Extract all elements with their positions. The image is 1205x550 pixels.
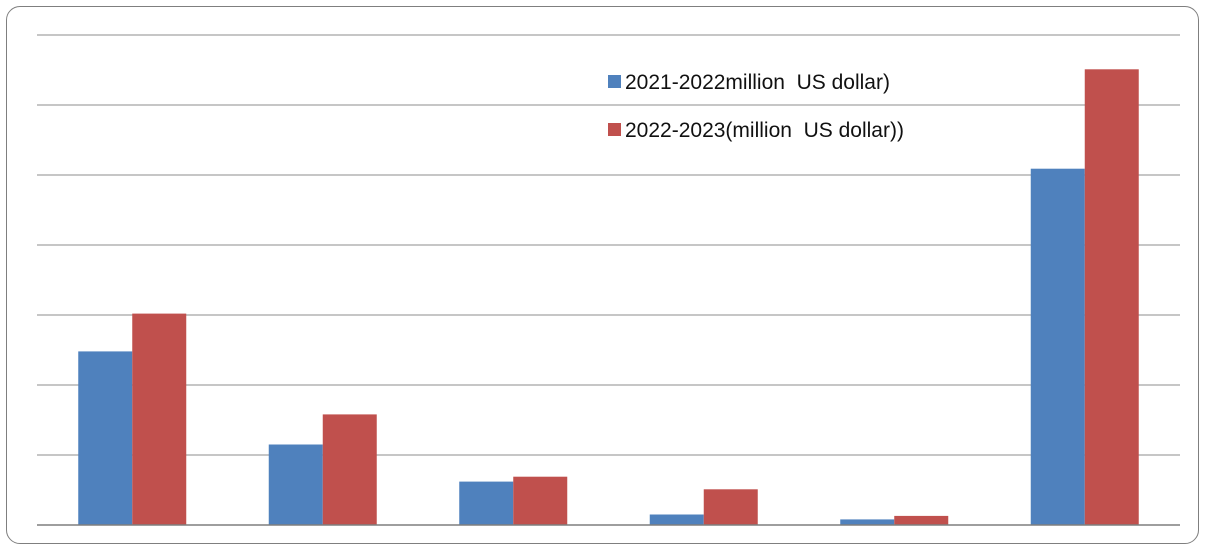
- legend-label-1: 2021-2022million US dollar): [625, 71, 890, 94]
- bars: [78, 69, 1139, 526]
- gridlines: [37, 34, 1180, 456]
- bar-series-1-category-2: [268, 444, 323, 525]
- bar-series-2-category-4: [703, 489, 758, 525]
- legend-swatch-2: [608, 123, 621, 136]
- bar-series-2-category-2: [322, 414, 377, 525]
- legend: 2021-2022million US dollar) 2022-2023(mil…: [608, 71, 904, 142]
- bar-series-2-category-1: [132, 313, 187, 525]
- bar-series-1-category-3: [459, 481, 514, 525]
- bar-series-1-category-1: [78, 351, 133, 525]
- bar-series-2-category-3: [513, 476, 568, 525]
- bar-series-1-category-4: [649, 514, 704, 525]
- bar-series-1-category-6: [1030, 168, 1085, 525]
- legend-swatch-1: [608, 75, 621, 88]
- chart-frame: [6, 6, 1199, 544]
- bar-series-2-category-6: [1084, 69, 1139, 526]
- legend-label-2: 2022-2023(million US dollar)): [625, 119, 904, 142]
- bar-series-1-category-5: [840, 519, 895, 525]
- bar-series-2-category-5: [894, 515, 949, 525]
